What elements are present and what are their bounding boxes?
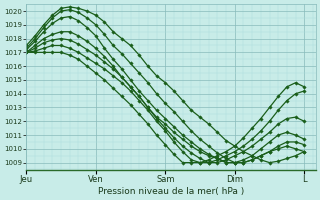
X-axis label: Pression niveau de la mer( hPa ): Pression niveau de la mer( hPa ) xyxy=(98,187,244,196)
